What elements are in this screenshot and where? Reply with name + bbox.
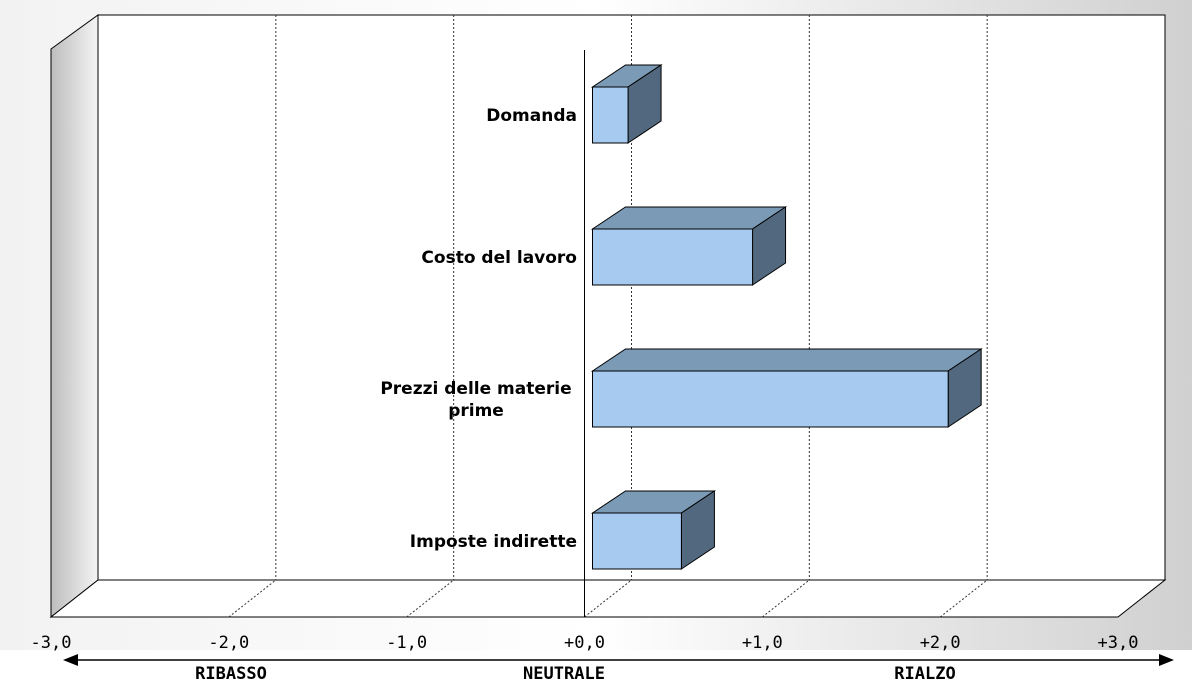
category-label: Imposte indirette (410, 532, 577, 552)
gridline-floor (228, 579, 277, 618)
bar (592, 370, 949, 428)
gridline-floor (584, 579, 632, 618)
tick-label: +3,0 (1098, 633, 1139, 653)
tick-label: +1,0 (742, 633, 783, 653)
direction-label-left: RIBASSO (195, 664, 267, 682)
bar (592, 512, 682, 570)
tick-label: -1,0 (386, 633, 427, 653)
tick-label: +2,0 (920, 633, 961, 653)
tick-label: +0,0 (564, 633, 605, 653)
bar-top (590, 206, 788, 230)
category-label: Prezzi delle materie (380, 379, 571, 399)
bar (592, 228, 754, 286)
gridline-floor (762, 579, 810, 618)
gridline-floor (406, 579, 454, 618)
direction-label-right: RIALZO (894, 664, 955, 682)
tick-label: -3,0 (31, 633, 72, 653)
left-side-wall (50, 14, 99, 619)
category-label: Domanda (486, 106, 577, 126)
arrow-left-icon (63, 654, 78, 666)
category-label: Costo del lavoro (421, 248, 577, 268)
arrow-right-icon (1159, 654, 1174, 666)
bar (592, 86, 629, 144)
tick-label: -2,0 (208, 633, 249, 653)
category-label: prime (448, 401, 504, 421)
bar-top (590, 348, 983, 372)
gridline-floor (939, 579, 988, 618)
direction-label-center: NEUTRALE (523, 664, 605, 682)
